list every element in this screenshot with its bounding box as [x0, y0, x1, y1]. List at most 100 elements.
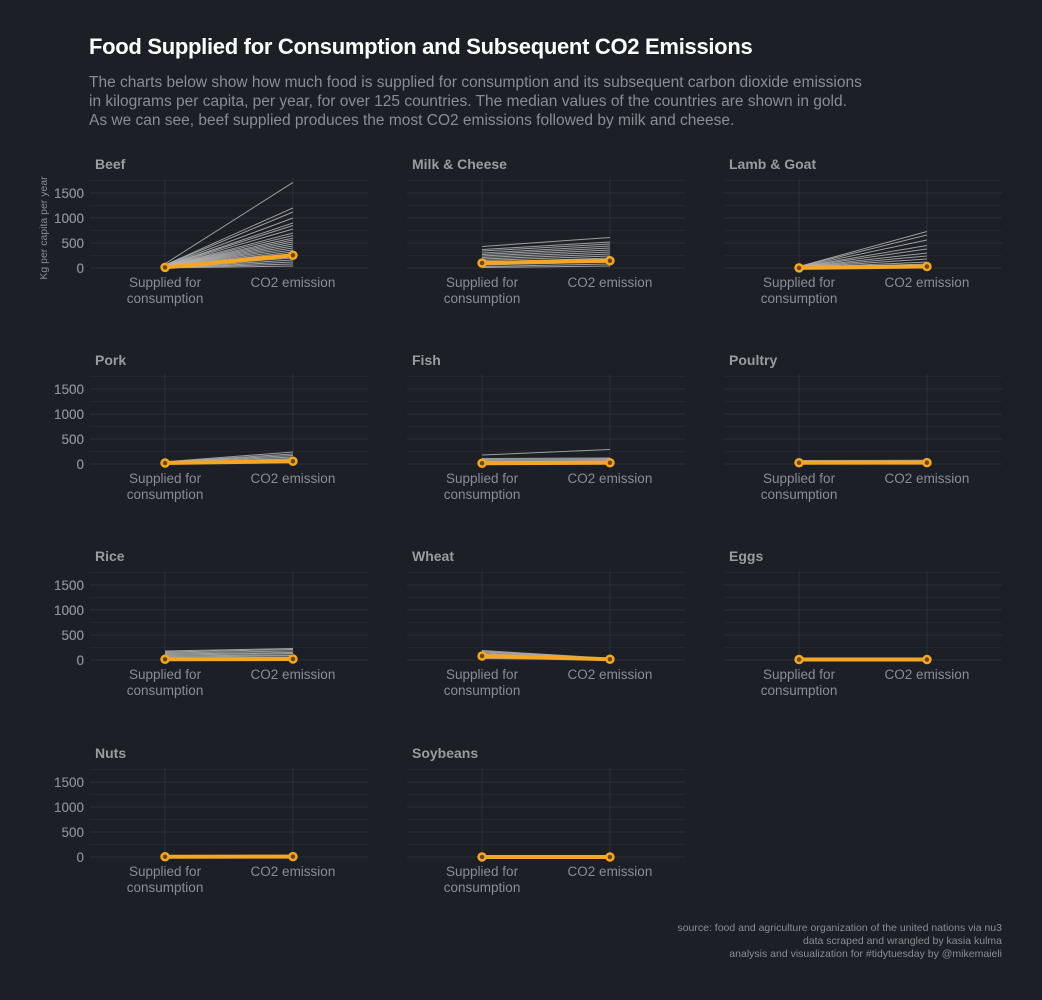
median-point	[794, 654, 804, 665]
x-tick-label: consumption	[127, 487, 204, 502]
country-line	[164, 207, 294, 266]
median-line	[480, 654, 612, 662]
country-line	[482, 245, 610, 254]
country-line	[165, 655, 293, 658]
chart-title: Food Supplied for Consumption and Subseq…	[89, 34, 753, 59]
x-tick-label: CO2 emission	[251, 471, 336, 486]
subtitle-line: in kilograms per capita, per year, for o…	[89, 93, 847, 110]
x-tick-label: CO2 emission	[885, 667, 970, 682]
median-point	[288, 456, 298, 466]
y-tick-label: 500	[61, 628, 84, 643]
caption: source: food and agriculture organizatio…	[677, 922, 1002, 961]
facet-title: Lamb & Goat	[729, 156, 816, 172]
x-tick-label: CO2 emission	[251, 864, 336, 879]
y-tick-label: 500	[61, 432, 84, 447]
x-tick-label: CO2 emission	[885, 275, 970, 290]
x-tick-label: CO2 emission	[568, 471, 653, 486]
x-tick-label: consumption	[761, 291, 838, 306]
median-point	[477, 852, 487, 862]
x-tick-label: consumption	[761, 487, 838, 502]
country-line	[165, 648, 293, 652]
y-tick-label: 500	[61, 825, 84, 840]
y-axis-label: Kg per capita per year	[38, 176, 50, 280]
country-line	[165, 649, 293, 653]
median-line	[163, 459, 295, 465]
x-tick-label: consumption	[444, 487, 521, 502]
country-line	[799, 255, 927, 268]
y-tick-label: 1500	[54, 186, 84, 201]
facet-title: Pork	[95, 352, 126, 368]
country-line	[482, 247, 610, 255]
x-tick-label: Supplied for	[446, 471, 519, 486]
caption-line: analysis and visualization for #tidytues…	[729, 948, 1002, 960]
y-tick-label: 1000	[54, 211, 84, 226]
y-tick-label: 1000	[54, 211, 84, 226]
x-tick-label: Supplied for	[763, 275, 836, 290]
country-line	[798, 231, 928, 267]
y-tick-label: 1000	[54, 603, 84, 618]
country-line	[482, 237, 610, 247]
country-line	[164, 181, 294, 265]
country-line	[165, 653, 293, 656]
y-tick-label: 0	[76, 850, 84, 865]
subtitle-line: The charts below show how much food is s…	[89, 74, 862, 91]
y-tick-label: 1000	[54, 211, 84, 226]
y-tick-label: 1500	[54, 578, 84, 593]
y-tick-label: 0	[76, 261, 84, 276]
y-tick-label: 500	[61, 628, 84, 643]
y-tick-label: 0	[76, 653, 84, 668]
country-line	[482, 263, 610, 267]
y-tick-label: 1500	[54, 186, 84, 201]
y-tick-label: 0	[76, 261, 84, 276]
facet-title: Eggs	[729, 548, 763, 564]
x-tick-label: CO2 emission	[251, 275, 336, 290]
y-tick-label: 1000	[54, 800, 84, 815]
facet-title: Milk & Cheese	[412, 156, 507, 172]
chart-subtitle: The charts below show how much food is s…	[89, 73, 889, 130]
median-point	[922, 654, 932, 665]
facet-title: Wheat	[412, 548, 454, 564]
y-tick-label: 500	[61, 825, 84, 840]
y-tick-label: 0	[76, 457, 84, 472]
x-tick-label: consumption	[444, 291, 521, 306]
subtitle-line: As we can see, beef supplied produces th…	[89, 112, 735, 129]
median-point	[288, 654, 298, 664]
x-tick-label: consumption	[444, 683, 521, 698]
median-point	[477, 458, 487, 468]
country-line	[482, 265, 610, 268]
y-tick-label: 500	[61, 432, 84, 447]
median-point	[794, 458, 804, 468]
median-point	[477, 651, 487, 661]
y-tick-label: 1500	[54, 382, 84, 397]
caption-line: source: food and agriculture organizatio…	[677, 922, 1002, 934]
x-tick-label: Supplied for	[446, 864, 519, 879]
country-line	[164, 222, 294, 267]
country-line	[482, 253, 610, 260]
facet-title: Rice	[95, 548, 125, 564]
median-point	[160, 654, 170, 664]
y-tick-label: 0	[76, 261, 84, 276]
y-tick-label: 1500	[54, 382, 84, 397]
country-line	[798, 239, 928, 268]
y-tick-label: 1000	[54, 407, 84, 422]
median-line	[163, 253, 295, 270]
y-tick-label: 0	[76, 653, 84, 668]
median-point	[288, 250, 298, 260]
country-line	[482, 458, 610, 460]
y-tick-label: 500	[61, 236, 84, 251]
country-line	[798, 234, 928, 268]
y-tick-label: 1000	[54, 603, 84, 618]
median-point	[288, 851, 298, 862]
x-tick-label: Supplied for	[129, 864, 202, 879]
median-point	[605, 458, 615, 468]
country-line	[482, 251, 610, 258]
y-tick-label: 0	[76, 457, 84, 472]
y-tick-label: 1000	[54, 800, 84, 815]
median-point	[160, 262, 170, 273]
